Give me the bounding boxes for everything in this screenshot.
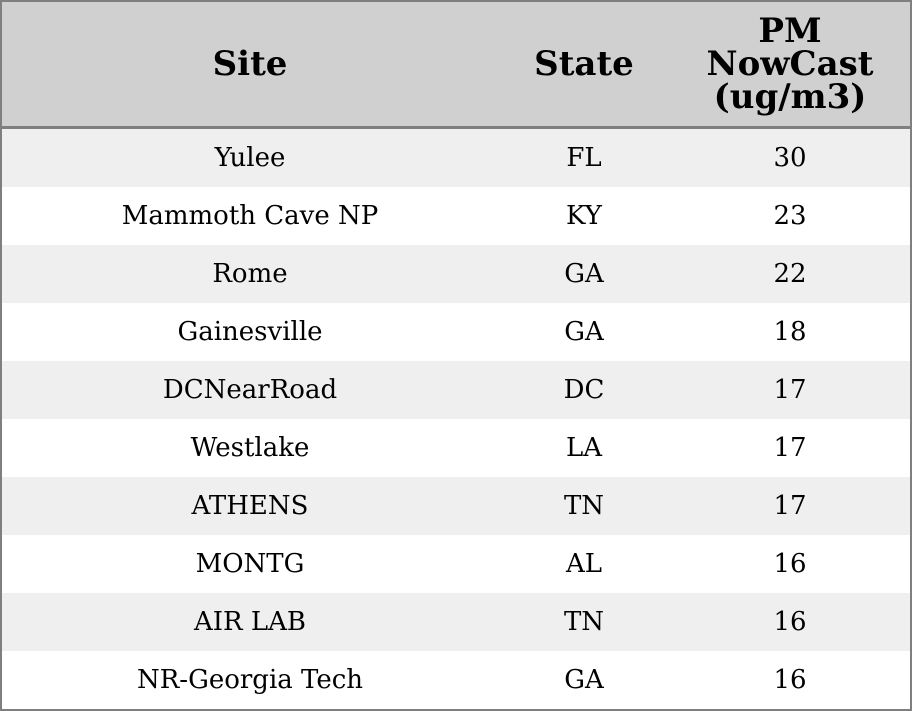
site-cell: DCNearRoad <box>2 361 498 419</box>
pm-value-cell: 16 <box>670 651 910 709</box>
state-cell: TN <box>498 593 670 651</box>
column-header-pm-line-3: (ug/m3) <box>713 76 867 117</box>
site-cell: AIR LAB <box>2 593 498 651</box>
pm-value-cell: 16 <box>670 535 910 593</box>
table-body: Yulee FL 30 Mammoth Cave NP KY 23 Rome G… <box>2 127 910 709</box>
table-row: NR-Georgia Tech GA 16 <box>2 651 910 709</box>
column-header-state: State <box>498 2 670 129</box>
table-row: AIR LAB TN 16 <box>2 593 910 651</box>
site-cell: Mammoth Cave NP <box>2 187 498 245</box>
state-cell: DC <box>498 361 670 419</box>
site-cell: Westlake <box>2 419 498 477</box>
pm-value-cell: 16 <box>670 593 910 651</box>
state-cell: GA <box>498 651 670 709</box>
pm-value-cell: 18 <box>670 303 910 361</box>
site-cell: Yulee <box>2 127 498 187</box>
state-cell: FL <box>498 127 670 187</box>
pm-value-cell: 23 <box>670 187 910 245</box>
table-row: Gainesville GA 18 <box>2 303 910 361</box>
state-cell: TN <box>498 477 670 535</box>
pm-value-cell: 17 <box>670 419 910 477</box>
state-cell: GA <box>498 245 670 303</box>
column-header-site: Site <box>2 2 498 129</box>
state-cell: GA <box>498 303 670 361</box>
table-row: ATHENS TN 17 <box>2 477 910 535</box>
header-row: Site State PM NowCast (ug/m3) <box>2 2 910 129</box>
table-row: Mammoth Cave NP KY 23 <box>2 187 910 245</box>
column-header-state-text: State <box>534 43 634 84</box>
column-header-pm-line-2: NowCast <box>706 43 874 84</box>
column-header-site-text: Site <box>212 43 288 84</box>
table-row: Yulee FL 30 <box>2 127 910 187</box>
column-header-pm-line-1: PM <box>758 10 822 51</box>
column-header-pm-nowcast: PM NowCast (ug/m3) <box>670 2 910 129</box>
state-cell: KY <box>498 187 670 245</box>
site-cell: Rome <box>2 245 498 303</box>
state-cell: AL <box>498 535 670 593</box>
state-cell: LA <box>498 419 670 477</box>
site-cell: ATHENS <box>2 477 498 535</box>
site-cell: NR-Georgia Tech <box>2 651 498 709</box>
site-cell: Gainesville <box>2 303 498 361</box>
pm-value-cell: 22 <box>670 245 910 303</box>
pm-value-cell: 17 <box>670 477 910 535</box>
table-header: Site State PM NowCast (ug/m3) <box>2 2 910 129</box>
pm-value-cell: 30 <box>670 127 910 187</box>
pm-value-cell: 17 <box>670 361 910 419</box>
table-row: Westlake LA 17 <box>2 419 910 477</box>
table-row: DCNearRoad DC 17 <box>2 361 910 419</box>
site-cell: MONTG <box>2 535 498 593</box>
table-row: Rome GA 22 <box>2 245 910 303</box>
table-row: MONTG AL 16 <box>2 535 910 593</box>
